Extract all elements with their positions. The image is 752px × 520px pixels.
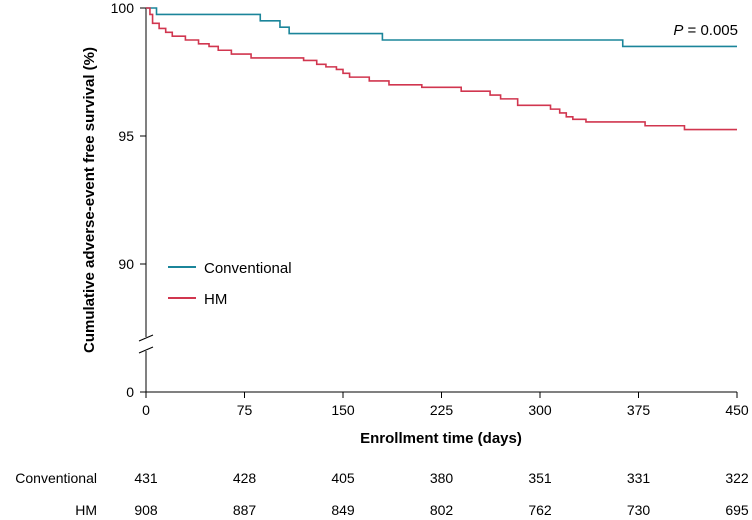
risk-value-conventional-450: 322 [725, 470, 749, 486]
risk-value-conventional-0: 431 [134, 470, 158, 486]
y-tick-label-95: 95 [118, 128, 134, 144]
x-tick-label-300: 300 [528, 402, 552, 418]
risk-value-conventional-225: 380 [430, 470, 454, 486]
x-axis-title: Enrollment time (days) [360, 430, 522, 447]
risk-row-label-conventional: Conventional [15, 470, 97, 486]
p-value-annotation: P = 0.005 [673, 22, 738, 39]
x-tick-label-225: 225 [430, 402, 454, 418]
y-tick-label-0: 0 [126, 384, 134, 400]
risk-value-hm-0: 908 [134, 502, 158, 518]
risk-table: Conventional HM 431 428 405 380 351 331 322 908… [15, 470, 749, 518]
y-tick-label-100: 100 [111, 0, 135, 16]
x-tick-label-450: 450 [725, 402, 749, 418]
axis-break-mark-lower [138, 346, 154, 354]
risk-value-conventional-75: 428 [233, 470, 257, 486]
legend: Conventional HM [168, 260, 292, 308]
risk-value-conventional-150: 405 [331, 470, 355, 486]
risk-value-hm-75: 887 [233, 502, 257, 518]
y-tick-label-90: 90 [118, 256, 134, 272]
x-tick-label-150: 150 [331, 402, 355, 418]
axes [138, 8, 737, 393]
series-line-hm [146, 7, 737, 131]
risk-value-hm-225: 802 [430, 502, 454, 518]
p-label: P [673, 22, 683, 39]
risk-value-hm-150: 849 [331, 502, 355, 518]
axis-break-mark-upper [138, 334, 154, 342]
legend-label-conventional: Conventional [204, 260, 292, 277]
x-tick-label-75: 75 [237, 402, 253, 418]
risk-value-conventional-300: 351 [528, 470, 552, 486]
legend-label-hm: HM [204, 291, 227, 308]
risk-value-hm-300: 762 [528, 502, 552, 518]
series-line-conventional [146, 7, 737, 48]
y-ticks: 100 95 90 0 [111, 0, 146, 400]
risk-row-label-hm: HM [75, 502, 97, 518]
risk-value-hm-375: 730 [627, 502, 651, 518]
series-layer [146, 7, 737, 131]
x-tick-label-375: 375 [627, 402, 651, 418]
x-tick-label-0: 0 [142, 402, 150, 418]
x-ticks: 0 75 150 225 300 375 450 [142, 392, 749, 418]
risk-value-conventional-375: 331 [627, 470, 651, 486]
y-axis-title: Cumulative adverse-event free survival (… [81, 47, 98, 353]
risk-value-hm-450: 695 [725, 502, 749, 518]
p-value: = 0.005 [683, 22, 738, 39]
